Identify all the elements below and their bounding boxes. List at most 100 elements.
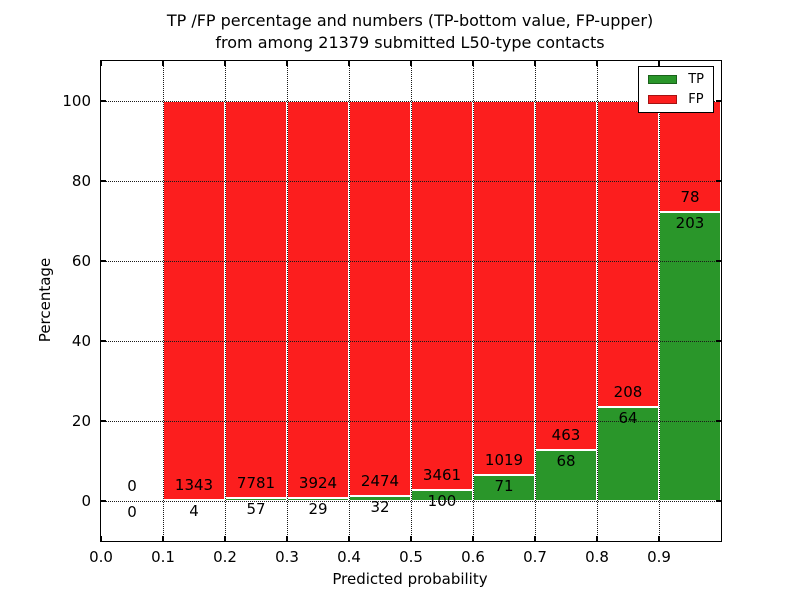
- x-gridline: [535, 61, 536, 541]
- tp-count-label: 32: [370, 497, 390, 516]
- x-tick-mark: [410, 536, 412, 541]
- x-gridline: [659, 61, 660, 541]
- x-tick-label: 0.4: [337, 548, 361, 566]
- bar-segment-fp: [535, 101, 597, 450]
- tp-count-label: 100: [427, 491, 457, 510]
- bar-segment-fp: [225, 101, 287, 499]
- y-tick-mark: [716, 340, 721, 342]
- x-tick-mark: [596, 61, 598, 66]
- y-tick-mark: [716, 420, 721, 422]
- x-tick-mark: [100, 536, 102, 541]
- x-tick-mark: [472, 536, 474, 541]
- x-gridline: [349, 61, 350, 541]
- fp-count-label: 1343: [174, 475, 214, 494]
- legend-label-fp: FP: [688, 92, 704, 107]
- x-tick-mark: [162, 61, 164, 66]
- y-tick-label: 60: [71, 252, 91, 270]
- y-tick-mark: [716, 260, 721, 262]
- x-tick-mark: [472, 61, 474, 66]
- y-tick-label: 40: [71, 332, 91, 350]
- fp-count-label: 78: [680, 188, 700, 207]
- bar-segment-fp: [349, 101, 411, 496]
- tp-count-label: 203: [675, 214, 705, 233]
- y-tick-mark: [101, 180, 106, 182]
- x-tick-label: 0.7: [523, 548, 547, 566]
- x-gridline: [597, 61, 598, 541]
- legend-swatch-fp: [648, 95, 678, 104]
- y-tick-mark: [101, 500, 106, 502]
- x-gridline: [473, 61, 474, 541]
- bar-segment-fp: [163, 101, 225, 500]
- tp-count-label: 57: [246, 500, 266, 519]
- x-tick-mark: [224, 536, 226, 541]
- x-tick-mark: [596, 536, 598, 541]
- bar-segment-fp: [411, 101, 473, 490]
- x-tick-label: 0.2: [213, 548, 237, 566]
- x-tick-mark: [286, 536, 288, 541]
- y-tick-mark: [716, 500, 721, 502]
- tp-count-label: 0: [127, 503, 137, 521]
- x-axis-label: Predicted probability: [332, 570, 488, 588]
- chart-title: TP /FP percentage and numbers (TP-bottom…: [100, 10, 720, 54]
- y-tick-label: 80: [71, 172, 91, 190]
- x-tick-mark: [224, 61, 226, 66]
- x-gridline: [411, 61, 412, 541]
- legend-entry-tp: TP: [648, 72, 704, 87]
- tp-count-label: 71: [494, 476, 514, 495]
- legend-label-tp: TP: [688, 72, 704, 87]
- plot-area: TP FP 0 0 1343 4 7781 57 3924 29 2474 32 3461 100 101…: [62, 60, 722, 566]
- y-tick-mark: [101, 420, 106, 422]
- tp-count-label: 29: [308, 500, 328, 519]
- legend-swatch-tp: [648, 75, 678, 84]
- x-tick-mark: [348, 61, 350, 66]
- x-gridline: [163, 61, 164, 541]
- fp-count-label: 208: [613, 382, 643, 401]
- bar-segment-tp: [535, 449, 597, 501]
- y-tick-mark: [101, 340, 106, 342]
- x-tick-mark: [286, 61, 288, 66]
- y-tick-mark: [716, 180, 721, 182]
- x-tick-mark: [410, 61, 412, 66]
- x-tick-label: 0.1: [151, 548, 175, 566]
- y-tick-mark: [101, 100, 106, 102]
- y-tick-label: 0: [81, 492, 91, 510]
- chart-title-line1: TP /FP percentage and numbers (TP-bottom…: [166, 11, 654, 30]
- x-gridline: [287, 61, 288, 541]
- x-tick-mark: [658, 536, 660, 541]
- tp-count-label: 4: [189, 501, 199, 520]
- x-tick-mark: [534, 536, 536, 541]
- bar-segment-fp: [597, 101, 659, 407]
- bar-segment-tp: [659, 212, 721, 501]
- fp-count-label: 1019: [484, 450, 524, 469]
- x-tick-label: 0.3: [275, 548, 299, 566]
- x-tick-label: 0.6: [461, 548, 485, 566]
- fp-count-label: 3461: [422, 465, 462, 484]
- y-tick-mark: [716, 100, 721, 102]
- tp-count-label: 64: [618, 408, 638, 427]
- fp-count-label: 3924: [298, 474, 338, 493]
- chart-title-line2: from among 21379 submitted L50-type cont…: [215, 33, 605, 52]
- x-gridline: [225, 61, 226, 541]
- legend: TP FP: [638, 66, 714, 113]
- x-tick-mark: [534, 61, 536, 66]
- fp-count-label: 7781: [236, 474, 276, 493]
- fp-count-label: 463: [551, 425, 581, 444]
- fp-count-label: 2474: [360, 471, 400, 490]
- y-tick-mark: [101, 260, 106, 262]
- x-tick-mark: [348, 536, 350, 541]
- x-tick-label: 0.5: [399, 548, 423, 566]
- x-tick-mark: [100, 61, 102, 66]
- x-tick-label: 0.0: [89, 548, 113, 566]
- fp-count-label: 0: [127, 477, 137, 495]
- y-tick-label: 100: [62, 92, 91, 110]
- legend-entry-fp: FP: [648, 92, 704, 107]
- x-tick-label: 0.9: [647, 548, 671, 566]
- tp-count-label: 68: [556, 451, 576, 470]
- x-tick-label: 0.8: [585, 548, 609, 566]
- y-axis-label: Percentage: [36, 257, 54, 343]
- y-tick-label: 20: [71, 412, 91, 430]
- bar-segment-fp: [287, 101, 349, 499]
- x-tick-mark: [162, 536, 164, 541]
- bar-segment-fp: [473, 101, 535, 475]
